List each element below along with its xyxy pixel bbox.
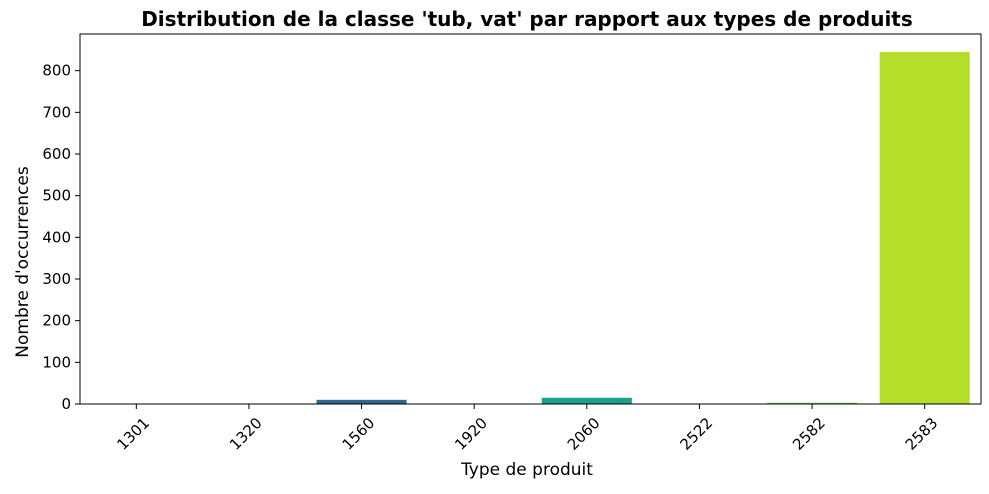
y-tick-label: 100 <box>42 353 71 371</box>
y-axis-label: Nombre d'occurrences <box>13 166 33 358</box>
y-tick-label: 500 <box>42 187 71 205</box>
y-tick-label: 400 <box>42 228 71 246</box>
bars-layer <box>91 52 969 404</box>
y-axis-ticks: 0 100 200 300 400 500 600 700 800 <box>42 62 80 413</box>
x-tick-label: 1920 <box>451 414 491 454</box>
bar-2060 <box>542 398 632 404</box>
x-tick-label: 1301 <box>113 414 153 454</box>
x-tick-label: 2583 <box>902 414 942 454</box>
x-tick-label: 1560 <box>339 414 379 454</box>
y-tick-label: 700 <box>42 103 71 121</box>
x-tick-label: 2582 <box>789 414 829 454</box>
y-tick-label: 200 <box>42 312 71 330</box>
x-axis-label: Type de produit <box>460 460 593 480</box>
plot-frame <box>80 34 981 404</box>
y-tick-label: 800 <box>42 62 71 80</box>
y-tick-label: 300 <box>42 270 71 288</box>
x-axis-ticks: 1301 1320 1560 1920 2060 2522 2582 2583 <box>113 404 941 454</box>
bar-1560 <box>317 400 407 404</box>
x-tick-label: 2060 <box>564 414 604 454</box>
y-tick-label: 600 <box>42 145 71 163</box>
bar-2583 <box>880 52 970 404</box>
chart-title: Distribution de la classe 'tub, vat' par… <box>141 7 913 31</box>
y-tick-label: 0 <box>61 395 71 413</box>
x-tick-label: 2522 <box>676 414 716 454</box>
x-tick-label: 1320 <box>226 414 266 454</box>
